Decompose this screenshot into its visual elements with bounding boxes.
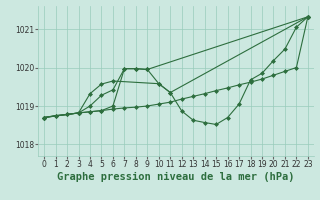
X-axis label: Graphe pression niveau de la mer (hPa): Graphe pression niveau de la mer (hPa) <box>57 172 295 182</box>
